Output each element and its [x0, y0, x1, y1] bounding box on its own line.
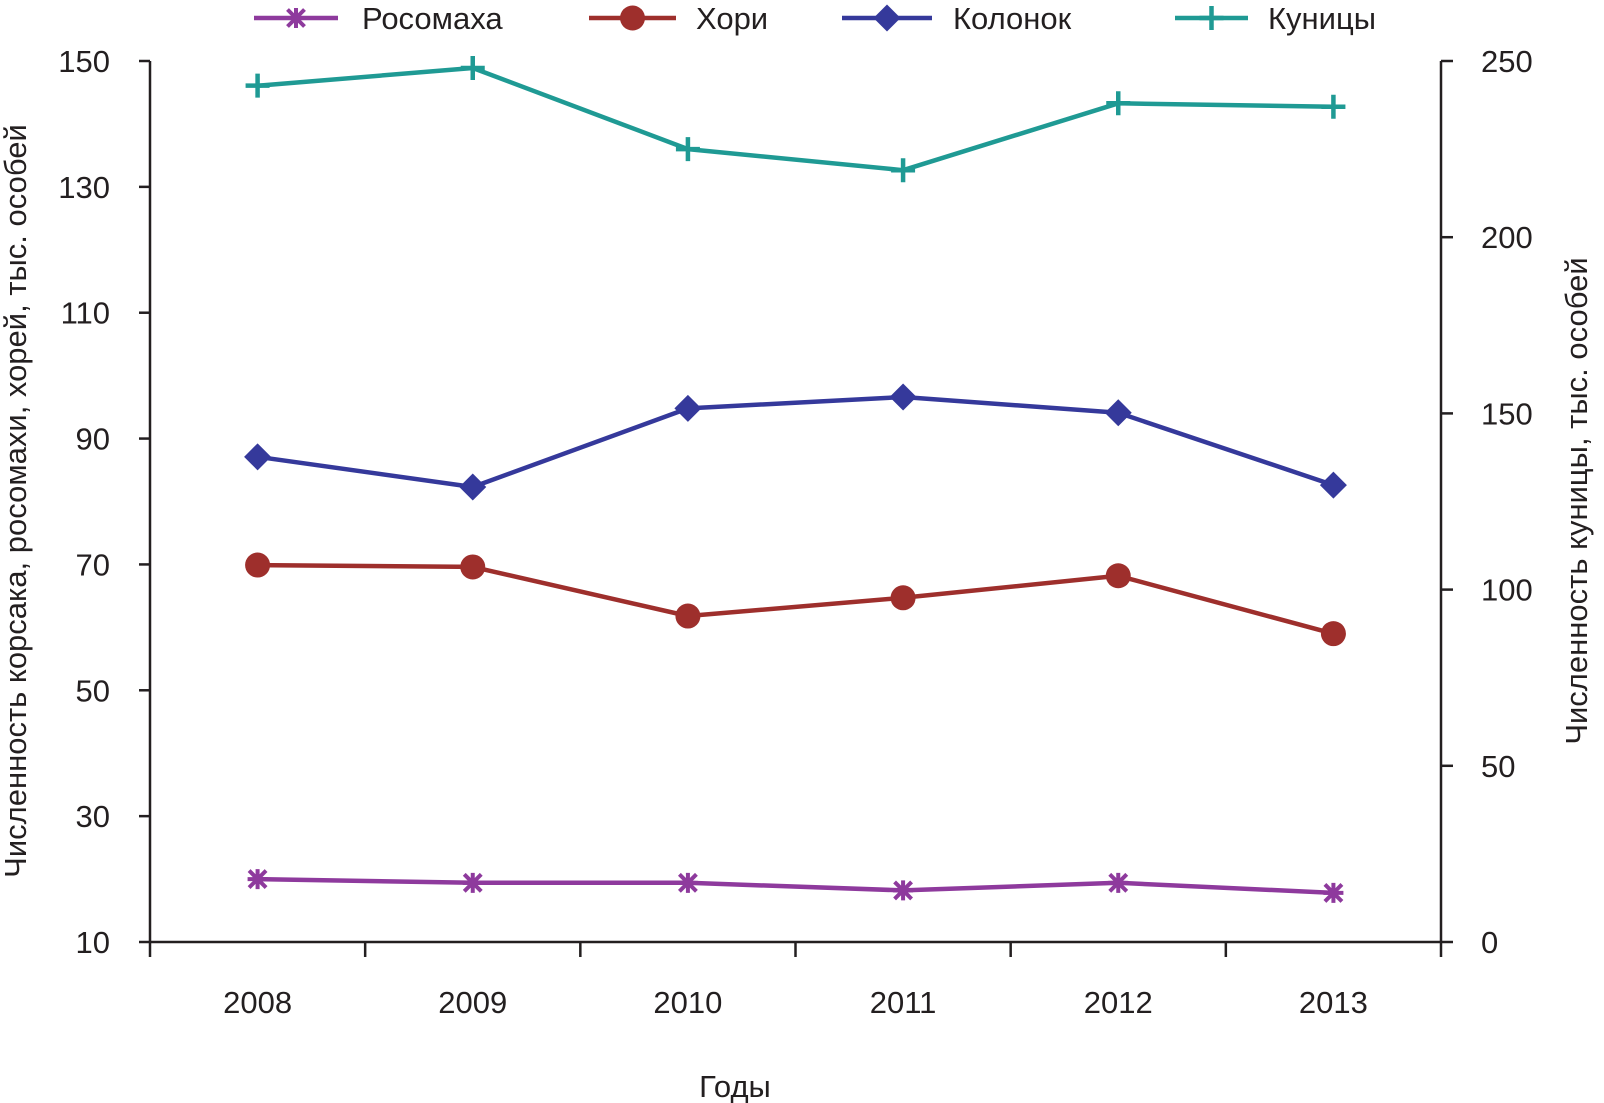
legend-label: Колонок [953, 1, 1072, 36]
data-point [1106, 91, 1131, 116]
series-line [257, 65, 1334, 173]
left-tick-label: 30 [76, 799, 110, 834]
data-point [893, 880, 914, 901]
data-point [1319, 471, 1347, 499]
right-tick-label: 200 [1481, 220, 1533, 255]
left-tick-label: 110 [61, 296, 110, 331]
legend: Росомаха Хори Колонок Куницы [254, 1, 1376, 36]
data-point [675, 137, 700, 162]
legend-marker [286, 8, 306, 28]
data-point [1105, 563, 1131, 589]
data-point [677, 872, 698, 893]
left-tick-label: 50 [76, 673, 110, 708]
data-point [1321, 94, 1346, 119]
left-axis-title: Численность корсака, росомахи, хорей, ты… [0, 124, 33, 878]
series-asterisk [247, 869, 1344, 903]
data-point [462, 872, 483, 893]
legend-label: Росомаха [362, 1, 503, 36]
right-tick-label: 100 [1481, 573, 1533, 608]
left-tick-label: 150 [58, 44, 110, 79]
x-axis-ticks: 2008 2009 2010 2011 2012 2013 [148, 942, 1443, 1020]
data-point [459, 473, 487, 501]
legend-label: Хори [696, 1, 768, 36]
right-tick-label: 50 [1481, 749, 1515, 784]
legend-marker [873, 4, 901, 32]
left-tick-label: 130 [58, 170, 110, 205]
data-point [245, 552, 271, 578]
data-point [1323, 882, 1344, 903]
series-line [257, 394, 1335, 490]
right-tick-label: 0 [1481, 925, 1498, 960]
series-line [257, 876, 1334, 896]
axes [148, 61, 1443, 944]
legend-item: Куницы [1175, 1, 1376, 36]
x-tick-label: 2009 [438, 985, 507, 1020]
legend-item: Хори [589, 1, 768, 36]
data-point [245, 73, 270, 98]
x-axis-title: Годы [699, 1069, 771, 1103]
series-diamond [244, 383, 1347, 501]
left-tick-label: 90 [76, 422, 110, 457]
right-axis-ticks: 0 50 100 150 200 250 [1441, 44, 1533, 960]
data-point [1104, 399, 1132, 427]
legend-marker [1199, 6, 1224, 30]
x-tick-label: 2011 [870, 985, 937, 1020]
data-point [244, 443, 272, 471]
data-point [1320, 621, 1346, 647]
data-point [460, 56, 485, 81]
series-layer [244, 56, 1347, 903]
right-tick-label: 150 [1481, 396, 1533, 431]
data-point [889, 383, 917, 411]
data-point [247, 869, 268, 890]
series-circle [245, 552, 1346, 647]
legend-marker [620, 5, 645, 31]
legend-item: Росомаха [254, 1, 503, 36]
x-tick-label: 2008 [223, 985, 292, 1020]
x-tick-label: 2012 [1084, 985, 1153, 1020]
x-tick-label: 2013 [1299, 985, 1368, 1020]
right-axis-title: Численность куницы, тыс. особей [1559, 257, 1594, 744]
series-plus [245, 56, 1346, 183]
left-axis-ticks: 10 30 50 70 90 110 130 150 [58, 44, 150, 960]
x-tick-label: 2010 [653, 985, 722, 1020]
data-point [1108, 872, 1129, 893]
data-point [674, 394, 702, 422]
legend-label: Куницы [1268, 1, 1376, 36]
data-point [890, 585, 916, 611]
left-tick-label: 70 [76, 547, 110, 582]
data-point [460, 554, 486, 580]
series-line [257, 562, 1334, 636]
right-tick-label: 250 [1481, 44, 1533, 79]
data-point [891, 158, 916, 183]
data-point [675, 603, 701, 629]
legend-item: Колонок [842, 1, 1072, 36]
left-tick-label: 10 [76, 925, 110, 960]
